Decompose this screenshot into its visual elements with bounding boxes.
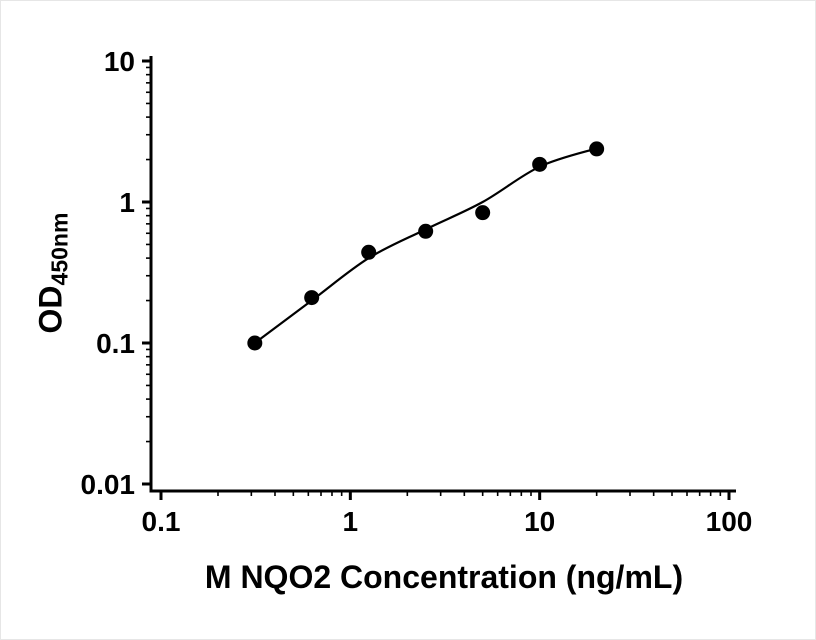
x-tick-label: 1: [343, 506, 359, 537]
data-point: [589, 141, 605, 157]
y-tick-label: 0.1: [96, 328, 135, 359]
data-point: [361, 244, 377, 260]
x-tick-label: 10: [524, 506, 555, 537]
data-point: [247, 335, 263, 351]
data-point: [475, 205, 491, 221]
data-point: [532, 156, 548, 172]
data-point: [304, 290, 320, 306]
y-axis-title: OD450nm: [33, 213, 74, 334]
y-axis-title-main: OD: [32, 285, 69, 334]
x-axis-title: M NQO2 Concentration (ng/mL): [204, 559, 684, 595]
x-tick-label: 100: [706, 506, 753, 537]
y-axis-title-subscript: 450nm: [46, 212, 73, 286]
y-tick-label: 1: [119, 187, 135, 218]
fit-curve: [254, 147, 597, 344]
data-point: [418, 223, 434, 239]
y-tick-label: 0.01: [81, 469, 136, 500]
y-tick-label: 10: [104, 46, 135, 77]
axis-lines: [149, 56, 736, 493]
x-tick-label: 0.1: [142, 506, 181, 537]
